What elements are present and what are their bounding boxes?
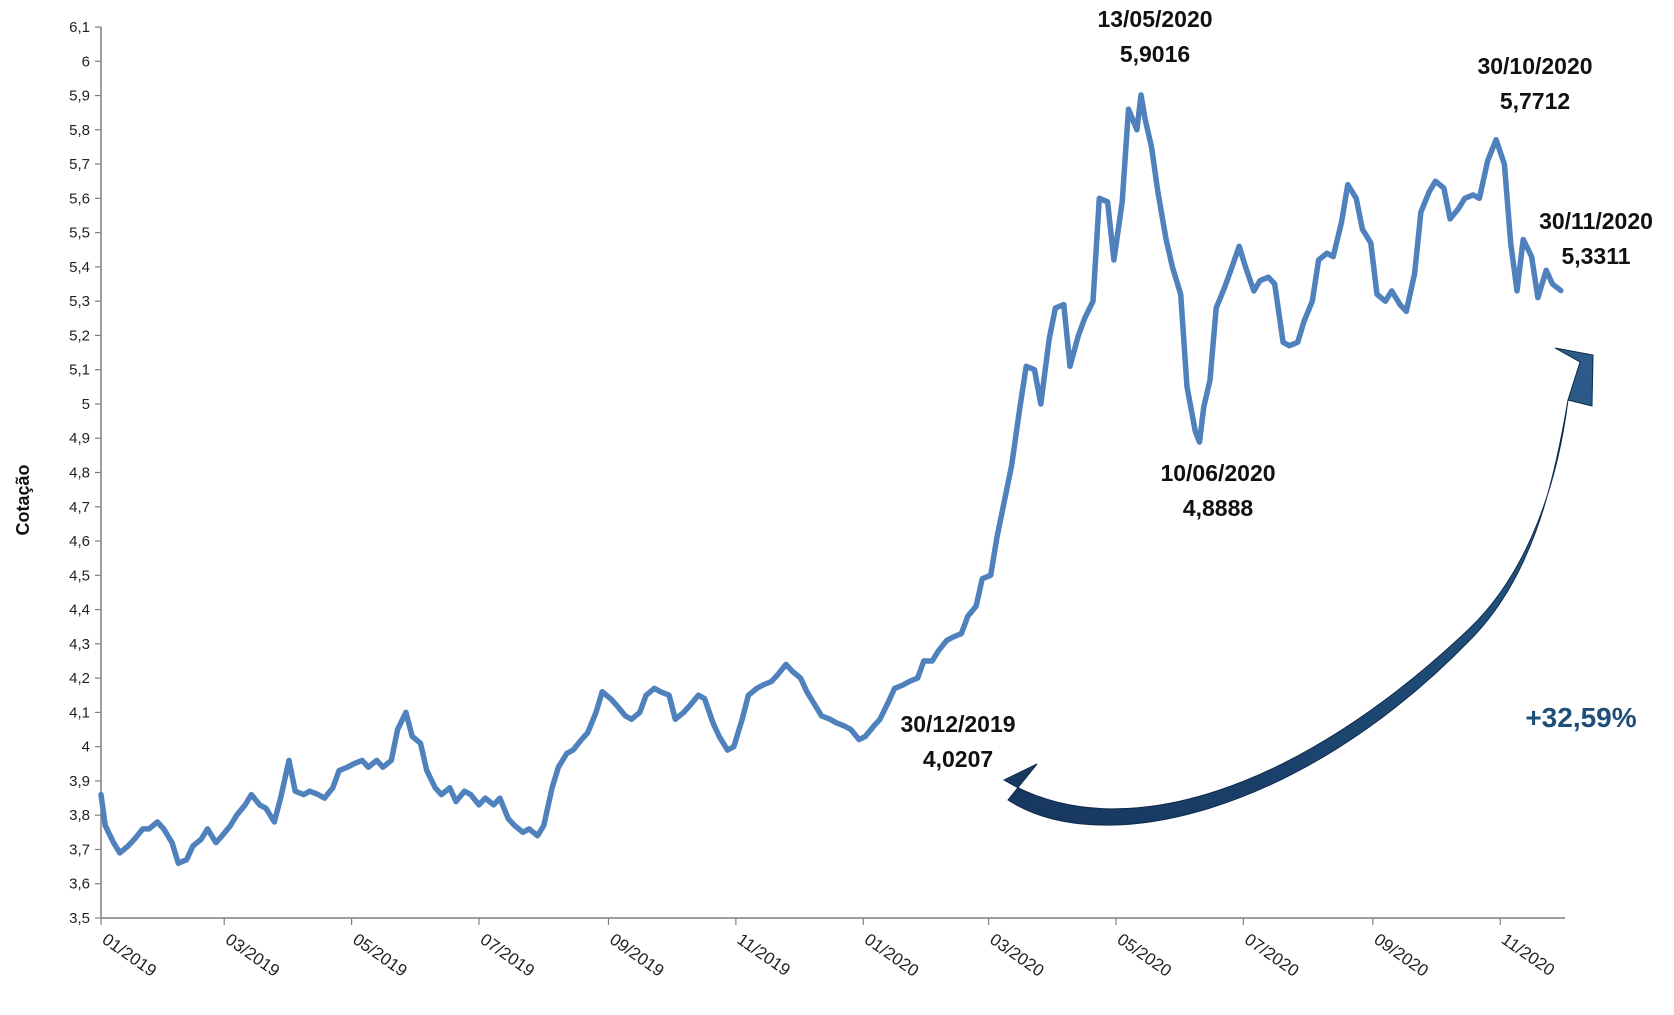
series-line bbox=[98, 92, 1564, 866]
x-tick-label: 11/2020 bbox=[1498, 930, 1558, 980]
y-tick-label: 5,9 bbox=[69, 88, 90, 105]
y-tick-label: 4,5 bbox=[69, 567, 90, 584]
growth-arrow bbox=[1002, 347, 1594, 826]
y-tick-label: 5,3 bbox=[69, 293, 90, 310]
annotation-peak-oct: 30/10/2020 5,7712 bbox=[1477, 53, 1592, 114]
y-tick-label: 4,2 bbox=[69, 670, 90, 687]
annotation-peak-may: 13/05/2020 5,9016 bbox=[1097, 6, 1212, 67]
y-tick-label: 4,6 bbox=[69, 533, 90, 550]
x-tick-label: 09/2020 bbox=[1371, 930, 1432, 981]
y-tick-label: 5,8 bbox=[69, 122, 90, 139]
annotation-value: 5,9016 bbox=[1120, 41, 1190, 67]
x-tick-label: 01/2019 bbox=[99, 930, 160, 981]
annotation-start-dec: 30/12/2019 4,0207 bbox=[900, 711, 1015, 772]
annotation-value: 4,8888 bbox=[1183, 495, 1254, 521]
y-tick-label: 6,1 bbox=[69, 19, 90, 36]
annotation-value: 4,0207 bbox=[923, 746, 993, 772]
x-tick-label: 01/2020 bbox=[861, 930, 922, 981]
y-tick-label: 3,6 bbox=[69, 876, 90, 893]
annotation-date: 30/12/2019 bbox=[900, 711, 1015, 737]
percent-change-label: +32,59% bbox=[1525, 702, 1636, 733]
y-tick-label: 4,8 bbox=[69, 465, 90, 482]
annotation-date: 10/06/2020 bbox=[1160, 460, 1275, 486]
y-tick-label: 4,3 bbox=[69, 636, 90, 653]
annotation-date: 30/11/2020 bbox=[1539, 208, 1653, 234]
x-axis-ticks: 01/2019 03/2019 05/2019 07/2019 09/2019 11/20… bbox=[99, 918, 1558, 981]
x-tick-label: 03/2019 bbox=[222, 930, 283, 981]
annotation-value: 5,7712 bbox=[1500, 88, 1570, 114]
y-axis-ticks: 3,5 3,6 3,7 3,8 3,9 4 4,1 4,2 4,3 4,4 4,5 4,6 4,7 4,8… bbox=[69, 19, 101, 927]
y-tick-label: 3,5 bbox=[69, 910, 90, 927]
y-tick-label: 5,1 bbox=[69, 362, 90, 379]
x-tick-label: 05/2020 bbox=[1114, 930, 1175, 981]
y-tick-label: 5,6 bbox=[69, 190, 90, 207]
x-tick-label: 09/2019 bbox=[606, 930, 667, 981]
annotation-date: 13/05/2020 bbox=[1097, 6, 1212, 32]
y-tick-label: 5,7 bbox=[69, 156, 90, 173]
x-tick-label: 03/2020 bbox=[986, 930, 1047, 981]
x-tick-label: 05/2019 bbox=[349, 930, 410, 981]
y-tick-label: 5,2 bbox=[69, 327, 90, 344]
x-tick-label: 07/2019 bbox=[477, 930, 538, 981]
y-tick-label: 3,9 bbox=[69, 773, 90, 790]
y-tick-label: 5,4 bbox=[69, 259, 90, 276]
y-tick-label: 5 bbox=[82, 396, 90, 413]
annotation-value: 5,3311 bbox=[1561, 243, 1630, 269]
y-tick-label: 4,7 bbox=[69, 499, 90, 516]
y-tick-label: 4,9 bbox=[69, 430, 90, 447]
y-tick-label: 4 bbox=[82, 739, 90, 756]
y-tick-label: 5,5 bbox=[69, 225, 90, 242]
x-tick-label: 11/2019 bbox=[734, 930, 794, 980]
y-tick-label: 4,4 bbox=[69, 602, 90, 619]
y-axis-title: Cotação bbox=[13, 464, 33, 535]
annotation-low-jun: 10/06/2020 4,8888 bbox=[1160, 460, 1275, 521]
y-tick-label: 4,1 bbox=[69, 704, 90, 721]
annotation-date: 30/10/2020 bbox=[1477, 53, 1592, 79]
y-tick-label: 3,8 bbox=[69, 807, 90, 824]
y-tick-label: 6 bbox=[82, 53, 90, 70]
y-tick-label: 3,7 bbox=[69, 841, 90, 858]
x-tick-label: 07/2020 bbox=[1241, 930, 1302, 981]
annotation-end-nov: 30/11/2020 5,3311 bbox=[1539, 208, 1653, 269]
